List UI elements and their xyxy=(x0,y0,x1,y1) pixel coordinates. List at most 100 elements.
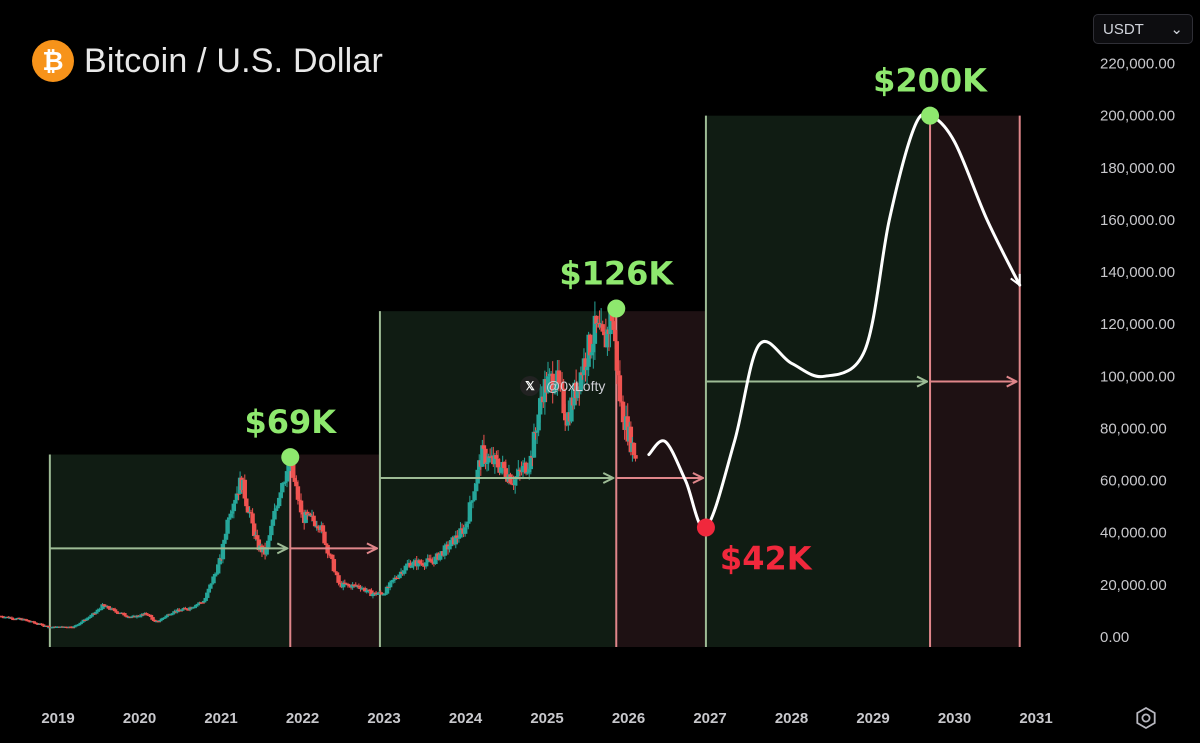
candle xyxy=(255,535,260,540)
cycle-zone-distribution xyxy=(616,311,706,647)
candle xyxy=(383,593,388,595)
candle xyxy=(373,592,379,595)
candle xyxy=(389,580,394,583)
candle xyxy=(26,620,32,622)
candle xyxy=(220,543,226,560)
candle xyxy=(584,366,590,371)
bitcoin-icon: ₿ xyxy=(32,40,74,82)
candle xyxy=(72,626,77,628)
candle xyxy=(498,467,504,473)
candle xyxy=(164,615,169,618)
y-tick-label: 100,000.00 xyxy=(1100,368,1175,385)
candle xyxy=(456,537,462,539)
candle xyxy=(320,525,326,532)
candle xyxy=(292,477,297,482)
candle xyxy=(631,442,637,456)
candle xyxy=(512,479,518,486)
candle xyxy=(408,562,413,568)
candle xyxy=(308,513,313,516)
candle xyxy=(592,315,598,344)
candle xyxy=(201,600,207,603)
candle xyxy=(45,625,51,628)
candle xyxy=(336,575,341,583)
settings-icon[interactable] xyxy=(1133,705,1159,731)
currency-label: USDT xyxy=(1103,20,1144,38)
candle xyxy=(284,471,290,482)
candle xyxy=(316,526,321,529)
candle xyxy=(80,621,85,623)
candle xyxy=(437,554,443,560)
y-tick-label: 220,000.00 xyxy=(1100,56,1175,73)
candle xyxy=(525,472,530,474)
candle xyxy=(333,571,338,573)
candle xyxy=(251,523,257,536)
candle xyxy=(523,462,529,474)
candle xyxy=(122,613,127,616)
candle xyxy=(305,511,310,515)
candle xyxy=(298,500,304,513)
candle xyxy=(517,469,523,471)
candle xyxy=(70,627,76,629)
candle xyxy=(222,539,227,544)
candle xyxy=(291,463,296,478)
candle xyxy=(469,501,474,503)
candle xyxy=(144,613,149,615)
candle xyxy=(552,390,557,393)
y-tick-label: 120,000.00 xyxy=(1100,316,1175,333)
candle xyxy=(94,611,99,614)
candle xyxy=(609,313,615,322)
candle xyxy=(106,606,111,609)
candle xyxy=(125,616,130,618)
candle xyxy=(250,513,255,524)
candle xyxy=(86,617,91,619)
candle xyxy=(358,587,363,589)
y-tick-label: 0.00 xyxy=(1100,629,1129,646)
candle xyxy=(536,414,541,431)
candle xyxy=(114,611,119,613)
candle xyxy=(297,499,302,502)
candle xyxy=(159,618,165,621)
candle xyxy=(300,512,305,515)
candle xyxy=(334,572,340,576)
candle xyxy=(575,386,580,399)
candle xyxy=(101,604,107,606)
candle xyxy=(578,372,584,392)
candle xyxy=(89,614,94,617)
candle xyxy=(12,618,18,621)
candle xyxy=(466,521,471,524)
candle xyxy=(417,560,423,564)
candle xyxy=(605,329,610,348)
candle xyxy=(600,324,605,332)
x-tick-label: 2024 xyxy=(449,710,483,727)
candle xyxy=(205,592,210,598)
candle xyxy=(353,584,358,586)
candle xyxy=(559,383,565,389)
candle xyxy=(230,511,235,514)
candle xyxy=(276,497,282,507)
candle xyxy=(6,616,11,619)
candle xyxy=(481,445,487,449)
candle xyxy=(375,593,380,595)
candle xyxy=(184,608,190,610)
x-tick-label: 2025 xyxy=(530,710,563,727)
candle xyxy=(453,535,458,545)
candle xyxy=(528,455,534,470)
x-tick-label: 2029 xyxy=(856,710,889,727)
candle xyxy=(467,502,473,522)
candle xyxy=(270,519,276,526)
candle xyxy=(537,398,543,415)
candle xyxy=(331,559,337,572)
currency-select[interactable]: USDT ⌄ xyxy=(1093,14,1193,44)
candle xyxy=(266,540,271,548)
candle xyxy=(380,593,385,595)
candle xyxy=(137,616,143,618)
candle xyxy=(483,448,488,464)
candle xyxy=(616,370,621,376)
candle xyxy=(409,565,415,568)
candle xyxy=(286,461,291,472)
candle xyxy=(245,506,251,513)
candle xyxy=(516,469,521,477)
x-tick-label: 2023 xyxy=(367,710,400,727)
candle xyxy=(23,619,29,621)
candle xyxy=(169,614,174,616)
